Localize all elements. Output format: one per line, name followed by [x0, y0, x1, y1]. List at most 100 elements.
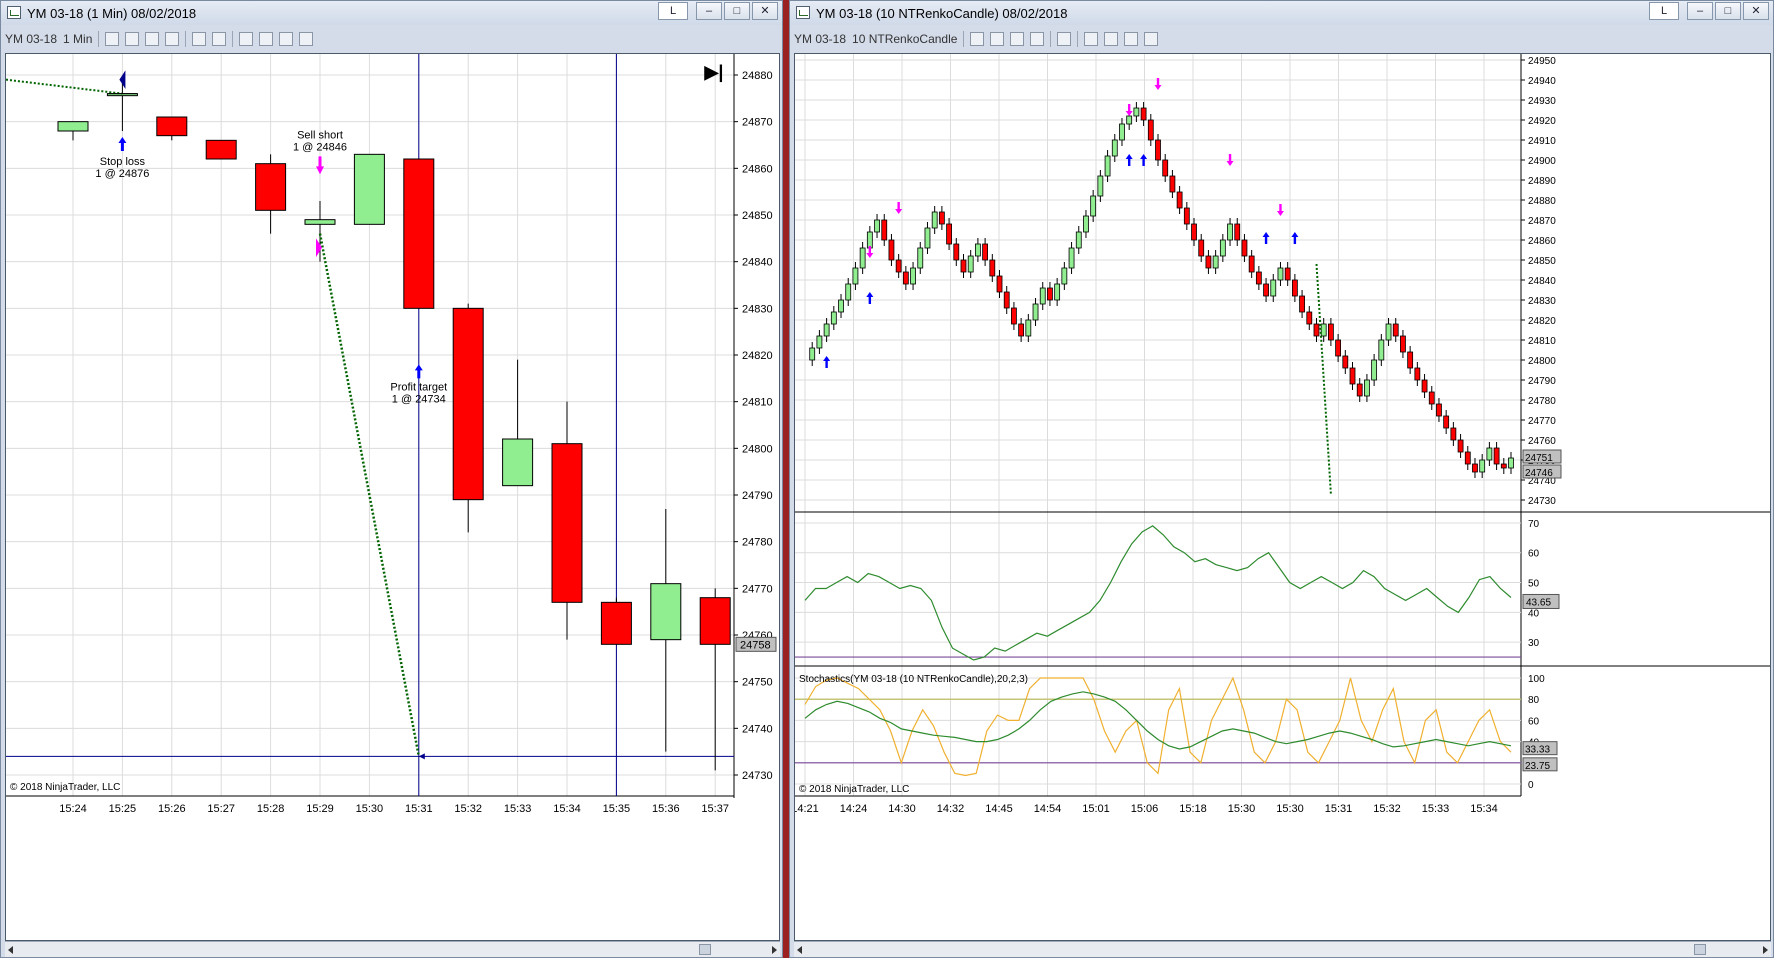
- indicators-icon[interactable]: [1084, 32, 1099, 46]
- candle-body: [156, 116, 188, 137]
- stoch-label: Stochastics(YM 03-18 (10 NTRenkoCandle),…: [799, 674, 1028, 685]
- y-tick-label: 24810: [1528, 336, 1556, 347]
- renko-body: [1349, 367, 1356, 385]
- y-tick-label: 24860: [1528, 236, 1556, 247]
- properties-icon[interactable]: [1144, 32, 1159, 46]
- x-tick-label: 15:29: [306, 803, 334, 815]
- instrument-selector[interactable]: YM 03-18: [794, 32, 847, 46]
- scroll-left-icon[interactable]: [797, 946, 802, 954]
- renko-body: [1255, 271, 1262, 285]
- link-button[interactable]: L: [658, 2, 688, 20]
- search-icon[interactable]: [212, 32, 227, 46]
- y-tick-label: 24770: [1528, 416, 1556, 427]
- renko-body: [881, 219, 888, 241]
- renko-body: [1320, 323, 1327, 337]
- left-chart-panel[interactable]: 24880 24870 24860 24850 24840 24830 24820 24810…: [5, 53, 780, 941]
- x-tick-label: 15:37: [701, 803, 729, 815]
- renko-body: [1263, 283, 1269, 297]
- y-tick-label: 24760: [1528, 436, 1556, 447]
- left-horizontal-scrollbar[interactable]: [5, 941, 780, 957]
- maximize-button[interactable]: □: [1715, 2, 1741, 20]
- maximize-button[interactable]: □: [724, 2, 750, 20]
- chart-style-icon[interactable]: [1124, 32, 1139, 46]
- trade-line-prior: [6, 78, 123, 95]
- y-tick-label: 24800: [742, 443, 773, 455]
- scroll-right-icon[interactable]: [1763, 946, 1768, 954]
- y-tick-label: 24730: [742, 770, 773, 782]
- lock-icon[interactable]: [279, 32, 294, 46]
- right-price-chart[interactable]: 14:21 14:24 14:30 14:32 14:45 14:54 15:01 15:06…: [795, 54, 1770, 940]
- interval-selector[interactable]: 10 NTRenkoCandle: [852, 32, 958, 46]
- cursor-icon[interactable]: [192, 32, 207, 46]
- strategies-icon[interactable]: [1104, 32, 1119, 46]
- renko-body: [1025, 319, 1032, 337]
- y-tick-label: 24950: [1528, 56, 1556, 67]
- trade-line-short: [318, 233, 421, 757]
- sell-arrow-icon: [866, 246, 874, 258]
- y-tick-label: 24900: [1528, 156, 1556, 167]
- renko-body: [1400, 335, 1406, 353]
- x-tick-label: 15:27: [207, 803, 235, 815]
- right-window-title: YM 03-18 (10 NTRenkoCandle) 08/02/2018: [816, 6, 1068, 21]
- x-tick-label: 15:30: [1276, 803, 1304, 815]
- x-tick-label: 15:34: [1470, 803, 1498, 815]
- annotation-label: Stop loss: [100, 156, 146, 168]
- renko-body: [910, 267, 916, 285]
- instrument-selector[interactable]: YM 03-18: [5, 32, 58, 46]
- y-tick-label: 100: [1528, 674, 1545, 685]
- buy-arrow-icon: [1262, 232, 1270, 244]
- buy-arrow-icon: [823, 356, 831, 368]
- renko-body: [1342, 355, 1349, 369]
- right-chart-window: YM 03-18 (10 NTRenkoCandle) 08/02/2018 L…: [789, 0, 1774, 958]
- zoom-out-icon[interactable]: [1030, 32, 1045, 46]
- renko-body: [845, 283, 852, 301]
- zoom-in-icon[interactable]: [1010, 32, 1025, 46]
- y-tick-label: 24790: [742, 490, 773, 502]
- renko-body: [1126, 115, 1133, 125]
- renko-body: [816, 335, 823, 349]
- properties-icon[interactable]: [299, 32, 314, 46]
- sell-arrow-icon: [1276, 204, 1284, 216]
- scroll-thumb[interactable]: [1694, 944, 1706, 955]
- right-titlebar[interactable]: YM 03-18 (10 NTRenkoCandle) 08/02/2018 L…: [790, 1, 1773, 25]
- left-titlebar[interactable]: YM 03-18 (1 Min) 08/02/2018 L – □ ✕: [1, 1, 782, 25]
- scroll-right-icon[interactable]: [772, 946, 777, 954]
- minimize-button[interactable]: –: [1687, 2, 1713, 20]
- pencil-icon[interactable]: [990, 32, 1005, 46]
- scroll-left-icon[interactable]: [8, 946, 13, 954]
- window-splitter[interactable]: [783, 0, 789, 958]
- copyright-text: © 2018 NinjaTrader, LLC: [799, 784, 909, 795]
- renko-body: [838, 299, 844, 313]
- minimize-button[interactable]: –: [696, 2, 722, 20]
- link-button[interactable]: L: [1649, 2, 1679, 20]
- renko-body: [1061, 267, 1068, 285]
- interval-selector[interactable]: 1 Min: [63, 32, 93, 46]
- y-tick-label: 24730: [1528, 496, 1556, 507]
- renko-body: [1284, 267, 1291, 281]
- y-tick-label: 24850: [742, 210, 773, 222]
- strategies-icon[interactable]: [259, 32, 274, 46]
- close-button[interactable]: ✕: [1743, 2, 1769, 20]
- buy-arrow-icon: [1125, 154, 1133, 166]
- y-tick-label: 24740: [1528, 476, 1556, 487]
- close-button[interactable]: ✕: [752, 2, 778, 20]
- right-chart-panel[interactable]: 14:21 14:24 14:30 14:32 14:45 14:54 15:01 15:06…: [794, 53, 1771, 941]
- bar-type-icon[interactable]: [970, 32, 985, 46]
- y-tick-label: 24870: [742, 117, 773, 129]
- zoom-out-icon[interactable]: [165, 32, 180, 46]
- toolbar-divider: [232, 31, 234, 47]
- left-price-chart[interactable]: 24880 24870 24860 24850 24840 24830 24820 24810…: [6, 54, 779, 940]
- toolbar-divider: [98, 31, 100, 47]
- cursor-icon[interactable]: [1057, 32, 1072, 46]
- pencil-icon[interactable]: [125, 32, 140, 46]
- indicators-icon[interactable]: [239, 32, 254, 46]
- buy-arrow-icon: [1291, 232, 1299, 244]
- renko-body: [874, 219, 880, 233]
- bar-type-icon[interactable]: [105, 32, 120, 46]
- y-tick-label: 24890: [1528, 176, 1556, 187]
- renko-body: [1385, 323, 1392, 341]
- price-badge: [1522, 464, 1562, 479]
- zoom-in-icon[interactable]: [145, 32, 160, 46]
- right-horizontal-scrollbar[interactable]: [794, 941, 1771, 957]
- scroll-thumb[interactable]: [699, 944, 711, 955]
